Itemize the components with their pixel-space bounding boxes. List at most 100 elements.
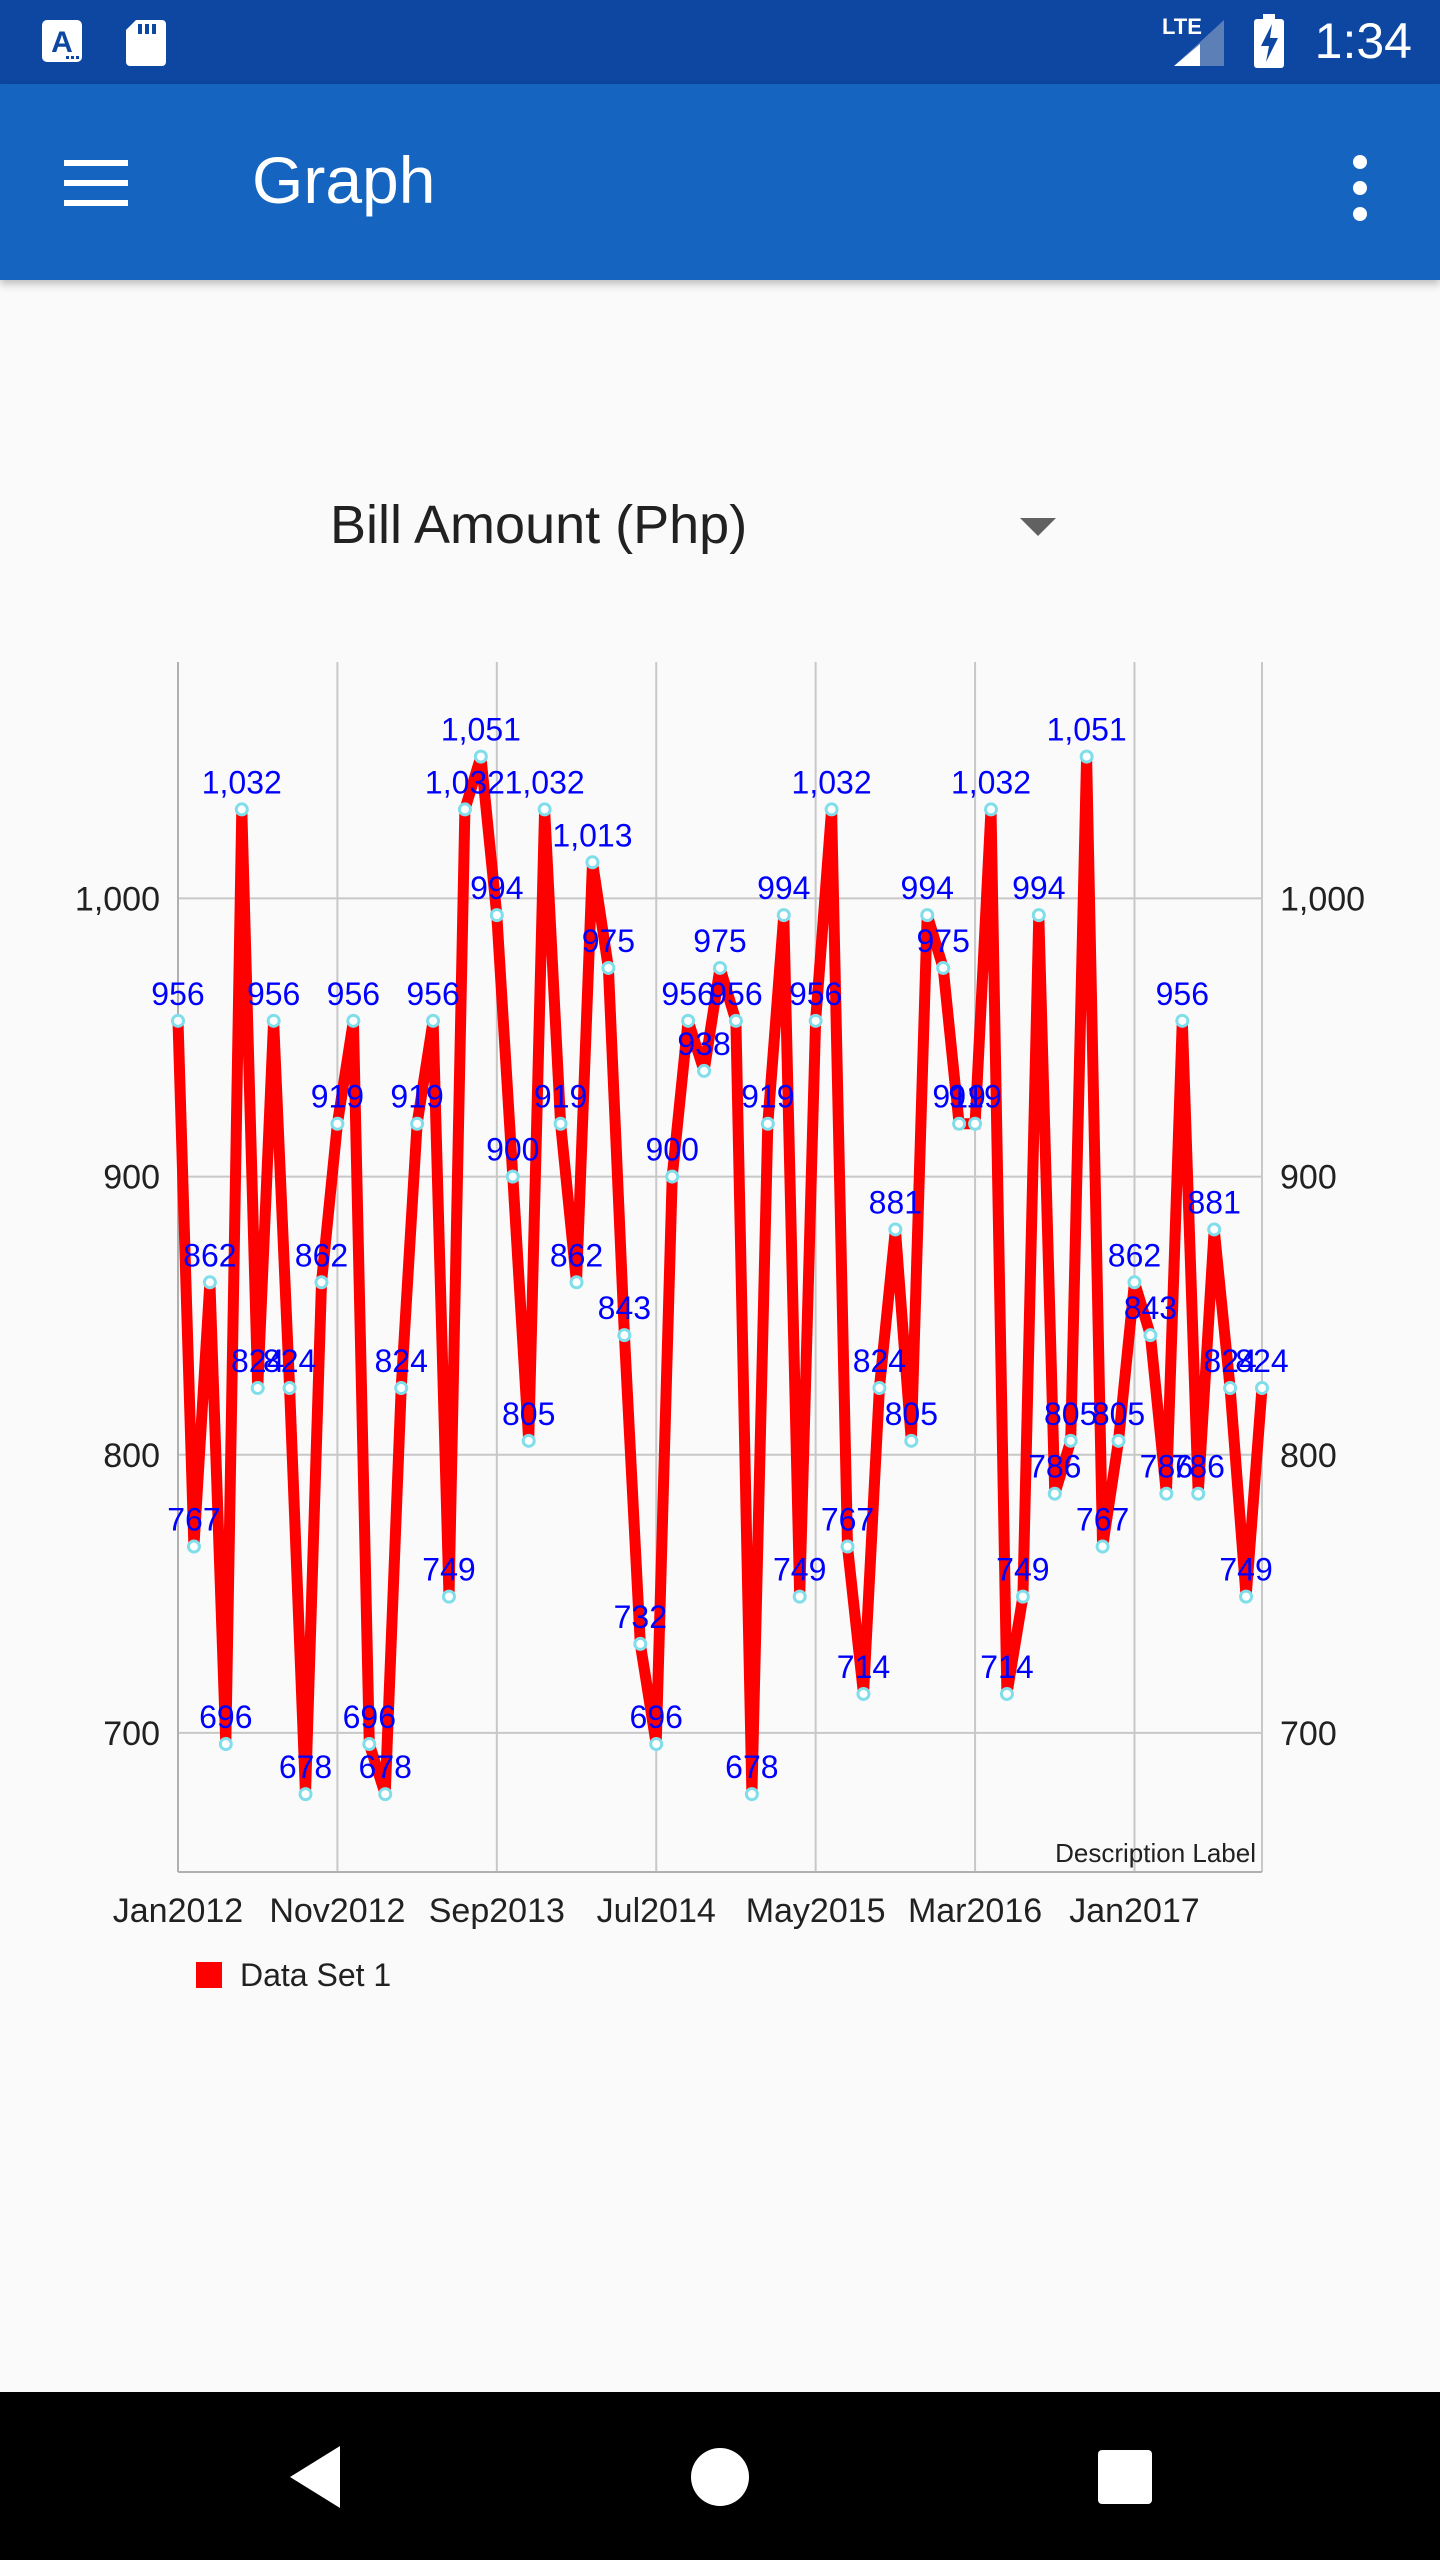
data-value-label: 956 — [709, 976, 762, 1012]
x-tick-label: May2015 — [746, 1892, 886, 1930]
data-value-label: 862 — [550, 1237, 603, 1273]
data-value-label: 956 — [661, 976, 714, 1012]
data-value-label: 678 — [279, 1749, 332, 1785]
chart-description-label: Description Label — [1055, 1838, 1256, 1868]
data-point — [218, 1737, 233, 1752]
data-value-label: 749 — [1219, 1552, 1272, 1588]
data-value-label: 786 — [1140, 1449, 1193, 1485]
data-value-label: 919 — [932, 1079, 985, 1115]
data-point — [681, 1013, 696, 1028]
a-notification-icon: A — [42, 20, 82, 62]
data-value-label: 805 — [1044, 1396, 1097, 1432]
x-tick-label: Nov2012 — [269, 1892, 405, 1930]
data-point — [1063, 1433, 1078, 1448]
y-tick-label-left: 1,000 — [75, 880, 160, 918]
data-value-label: 824 — [231, 1343, 284, 1379]
data-point — [1255, 1381, 1269, 1395]
data-point — [952, 1116, 967, 1131]
data-value-label: 678 — [359, 1749, 412, 1785]
data-point — [776, 908, 791, 923]
data-value-label: 994 — [470, 870, 523, 906]
data-point — [1207, 1222, 1222, 1237]
data-point — [840, 1539, 855, 1554]
hamburger-menu-icon[interactable] — [56, 148, 136, 216]
dropdown-arrow-icon — [1020, 518, 1056, 536]
data-point — [553, 1116, 568, 1131]
data-point — [186, 1539, 201, 1554]
data-point — [1079, 749, 1094, 764]
data-value-label: 696 — [343, 1699, 396, 1735]
data-point — [888, 1222, 903, 1237]
page-title: Graph — [252, 143, 436, 217]
chart-points — [171, 749, 1269, 1802]
data-value-label: 919 — [311, 1079, 364, 1115]
metric-dropdown[interactable]: Bill Amount (Php) — [320, 470, 1080, 580]
data-value-label: 919 — [741, 1079, 794, 1115]
dropdown-selected-label: Bill Amount (Php) — [330, 495, 748, 555]
data-point — [298, 1787, 313, 1802]
line-chart: Jan2012 Nov2012 Sep2013 Jul2014 May2015 Mar20… — [75, 662, 1365, 1993]
data-point — [713, 960, 727, 975]
more-vert-icon[interactable] — [1340, 148, 1380, 228]
data-value-label: 843 — [1124, 1290, 1177, 1326]
system-nav-bar — [0, 2392, 1440, 2560]
data-point — [808, 1013, 823, 1028]
data-point — [171, 1013, 185, 1028]
data-value-label: 805 — [1092, 1396, 1145, 1432]
data-point — [824, 802, 839, 817]
data-value-label: 824 — [1235, 1343, 1288, 1379]
data-point — [936, 960, 951, 975]
data-point — [1159, 1486, 1174, 1501]
data-point — [378, 1787, 393, 1802]
battery-charging-icon — [1254, 14, 1284, 68]
data-point — [697, 1063, 712, 1078]
data-point — [410, 1116, 425, 1131]
recents-icon[interactable] — [1080, 2432, 1170, 2522]
data-point — [1223, 1381, 1238, 1395]
sd-card-icon — [126, 20, 166, 66]
data-point — [1191, 1486, 1206, 1501]
data-point — [649, 1737, 664, 1752]
x-tick-label: Jan2017 — [1069, 1892, 1199, 1930]
data-point — [442, 1589, 456, 1604]
home-icon[interactable] — [675, 2432, 765, 2522]
data-point — [856, 1686, 871, 1701]
data-value-label: 1,013 — [552, 817, 632, 853]
data-value-label: 919 — [390, 1079, 443, 1115]
data-point — [633, 1636, 648, 1651]
data-value-label: 862 — [183, 1237, 236, 1273]
data-value-label: 749 — [773, 1552, 826, 1588]
data-value-label: 678 — [725, 1749, 778, 1785]
data-value-label: 881 — [1187, 1184, 1240, 1220]
data-value-label: 956 — [247, 976, 300, 1012]
data-value-label: 1,051 — [441, 712, 521, 748]
x-tick-label: Mar2016 — [908, 1892, 1042, 1930]
chart-series-line — [172, 755, 1268, 1796]
data-value-label: 938 — [677, 1026, 730, 1062]
data-value-label: 956 — [1156, 976, 1209, 1012]
data-value-label: 786 — [1172, 1449, 1225, 1485]
data-point — [1127, 1275, 1142, 1290]
data-value-label: 975 — [693, 923, 746, 959]
data-value-label: 919 — [948, 1079, 1001, 1115]
data-point — [744, 1787, 759, 1802]
data-value-label: 994 — [1012, 870, 1065, 906]
data-value-label: 749 — [422, 1552, 475, 1588]
data-point — [999, 1686, 1014, 1701]
data-value-label: 714 — [837, 1649, 890, 1685]
data-value-label: 994 — [757, 870, 810, 906]
y-tick-label-left: 700 — [103, 1715, 160, 1753]
data-point — [426, 1013, 441, 1028]
x-tick-label: Sep2013 — [429, 1892, 565, 1930]
back-icon[interactable] — [270, 2432, 360, 2522]
data-value-label: 919 — [534, 1079, 587, 1115]
data-value-label: 900 — [486, 1132, 539, 1168]
data-point — [505, 1169, 520, 1184]
x-tick-label: Jul2014 — [597, 1892, 716, 1930]
data-point — [489, 908, 504, 923]
status-bar: A LTE 1:34 — [0, 0, 1440, 84]
data-point — [1095, 1539, 1110, 1554]
data-value-label: 843 — [598, 1290, 651, 1326]
data-point — [1239, 1589, 1254, 1604]
data-value-label: 1,032 — [792, 764, 872, 800]
